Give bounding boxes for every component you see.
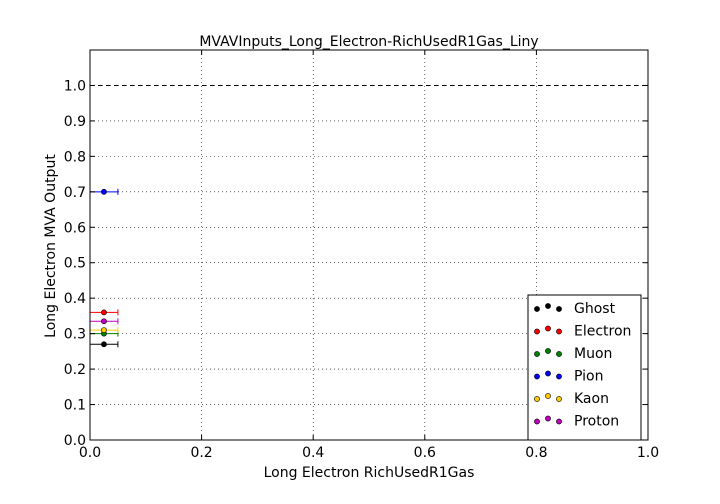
legend-label: Electron [574,324,631,340]
x-tick-label: 0.4 [302,445,324,461]
y-tick-label: 0.3 [64,327,86,343]
legend-marker [556,396,562,402]
legend-marker [534,396,540,402]
x-tick-label: 0.0 [79,445,101,461]
legend-label: Ghost [574,301,616,317]
y-tick-label: 0.9 [64,114,86,130]
y-tick-label: 0.1 [64,398,86,414]
series-electron [90,309,119,316]
data-point [101,318,107,325]
legend-marker [545,393,551,399]
y-tick-label: 0.0 [64,433,86,449]
legend-marker [556,328,562,335]
y-tick-label: 1.0 [64,78,86,94]
chart-title: MVAVInputs_Long_Electron-RichUsedR1Gas_L… [199,34,538,50]
legend-marker [534,328,540,335]
legend-marker [545,325,551,332]
legend-marker [545,370,551,377]
legend-entry: Muon [534,346,612,362]
legend-marker [556,351,562,357]
legend-label: Muon [574,346,612,362]
legend-marker [534,418,540,425]
series-kaon [90,327,119,334]
legend-label: Kaon [574,391,609,407]
y-tick-label: 0.7 [64,185,86,201]
legend-entry: Proton [534,414,619,430]
series-pion [90,188,119,195]
legend-marker [556,418,562,425]
legend-entry: Ghost [534,301,616,317]
x-tick-label: 0.8 [525,445,547,461]
legend-label: Pion [574,369,603,385]
legend-entry: Electron [534,324,631,340]
data-point [101,341,107,348]
y-tick-label: 0.2 [64,362,86,378]
legend-marker [534,351,540,357]
x-tick-label: 1.0 [637,445,659,461]
legend-marker [545,415,551,422]
y-tick-label: 0.4 [64,291,86,307]
legend-label: Proton [574,414,619,430]
y-tick-label: 0.6 [64,220,86,236]
legend-entry: Pion [534,369,603,385]
legend-marker [545,303,551,309]
axis-ticks: 0.0 0.2 0.4 0.6 0.8 1.0 0.0 0.1 0.2 0.3 0.4 0.5 0.6 0… [64,50,659,461]
legend-marker [534,306,540,312]
legend: Ghost Electron Muon Pion Kaon Proton [527,294,642,441]
legend-marker [556,373,562,380]
plot-frame [89,49,649,441]
x-tick-label: 0.6 [414,445,436,461]
legend-box [527,294,642,441]
legend-marker [534,373,540,380]
y-axis-title: Long Electron MVA Output [43,154,59,338]
data-point [101,327,107,333]
legend-marker [545,348,551,354]
series-ghost [90,341,119,348]
legend-entry: Kaon [534,391,609,407]
data-point [101,309,107,316]
y-tick-label: 0.5 [64,256,86,272]
legend-marker [556,306,562,312]
x-axis-title: Long Electron RichUsedR1Gas [264,465,475,481]
x-tick-label: 0.2 [190,445,212,461]
data-point [101,188,107,195]
y-tick-label: 0.8 [64,149,86,165]
series-proton [90,318,119,325]
